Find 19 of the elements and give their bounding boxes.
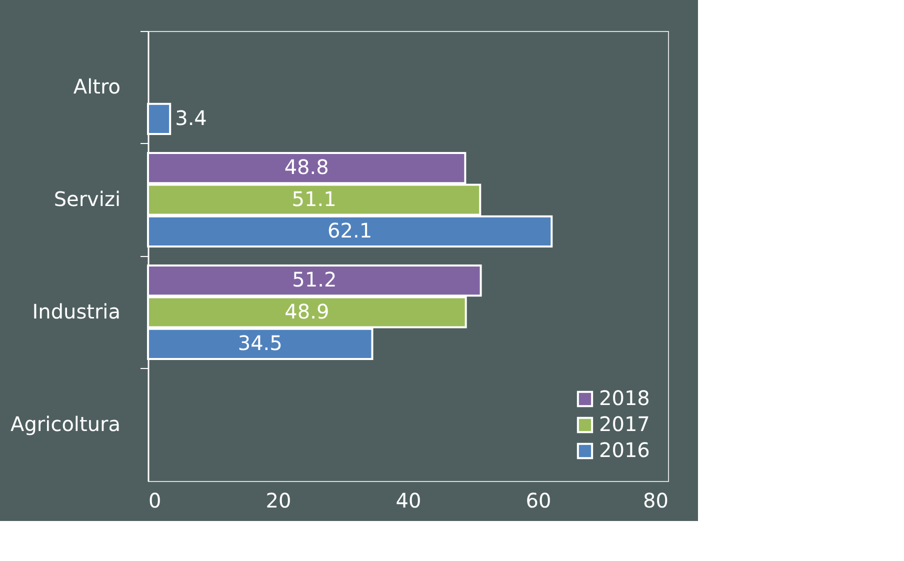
- x-tick-label: 60: [526, 488, 552, 512]
- data-label: 48.9: [284, 299, 330, 324]
- y-tick-label: Altro: [73, 74, 120, 98]
- data-label: 3.4: [175, 106, 207, 130]
- y-tick-label: Agricoltura: [10, 412, 120, 436]
- data-label: 34.5: [238, 330, 282, 355]
- x-tick-label: 80: [643, 488, 668, 512]
- x-tick-label: 40: [396, 488, 422, 512]
- data-label: 51.2: [292, 268, 337, 292]
- x-tick-label: 0: [148, 488, 162, 512]
- y-tick-label: Servizi: [54, 186, 120, 211]
- legend-label: 2016: [599, 438, 650, 462]
- data-label: 62.1: [328, 218, 372, 242]
- data-label: 51.1: [292, 186, 336, 211]
- x-tick-label: 20: [266, 488, 292, 512]
- legend-label: 2018: [599, 386, 650, 410]
- data-label: 48.8: [284, 155, 329, 180]
- legend-label: 2017: [599, 412, 650, 436]
- y-tick-label: Industria: [32, 299, 120, 324]
